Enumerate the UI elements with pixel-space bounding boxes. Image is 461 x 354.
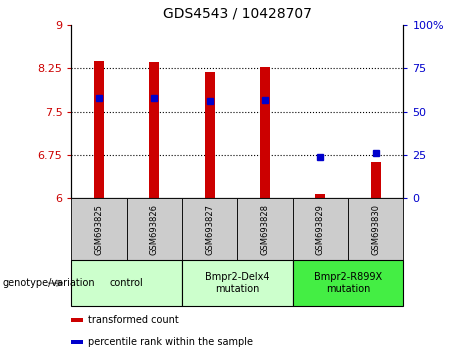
Bar [127,198,182,260]
Bar [149,62,160,198]
Title: GDS4543 / 10428707: GDS4543 / 10428707 [163,7,312,21]
Text: control: control [110,278,144,288]
Bar [315,194,325,198]
Text: GSM693828: GSM693828 [260,204,270,255]
Bar [293,198,348,260]
Text: percentile rank within the sample: percentile rank within the sample [88,337,253,347]
Bar [71,340,83,344]
Bar [260,67,270,198]
Text: genotype/variation: genotype/variation [2,278,95,288]
Text: GSM693829: GSM693829 [316,204,325,255]
Text: transformed count: transformed count [88,315,179,325]
Bar [205,72,215,198]
Text: Bmpr2-R899X
mutation: Bmpr2-R899X mutation [314,272,382,294]
Bar [71,318,83,321]
Bar [182,198,237,260]
Text: Bmpr2-Delx4
mutation: Bmpr2-Delx4 mutation [205,272,270,294]
Text: GSM693830: GSM693830 [371,204,380,255]
Bar [348,198,403,260]
Bar [182,260,293,306]
Bar [71,260,182,306]
Text: GSM693825: GSM693825 [95,204,104,255]
Bar [371,162,381,198]
Text: GSM693826: GSM693826 [150,204,159,255]
Bar [71,198,127,260]
Bar [94,61,104,198]
Bar [237,198,293,260]
Text: GSM693827: GSM693827 [205,204,214,255]
Bar [293,260,403,306]
